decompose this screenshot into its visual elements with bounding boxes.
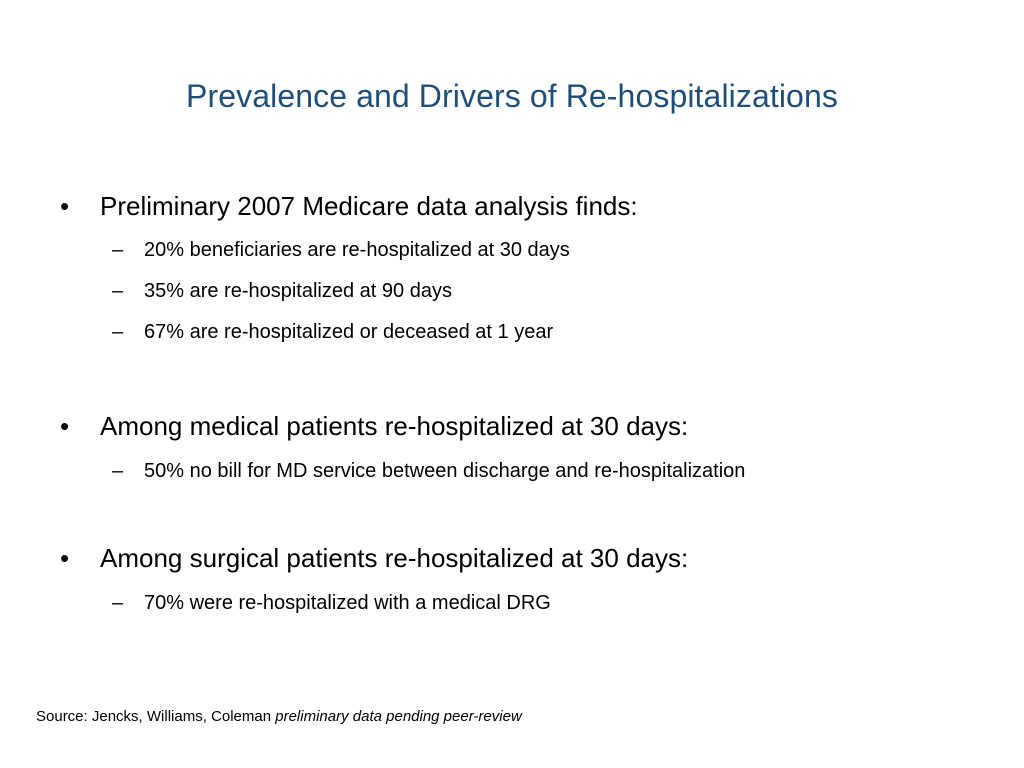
- dash-icon: –: [112, 239, 124, 261]
- dash-icon: –: [112, 592, 124, 614]
- sub-item-text: 50% no bill for MD service between disch…: [144, 460, 746, 482]
- bullet-text: Among surgical patients re-hospitalized …: [100, 543, 689, 573]
- dash-icon: –: [112, 280, 124, 302]
- bullet-icon: •: [60, 191, 70, 221]
- sub-item-text: 35% are re-hospitalized at 90 days: [144, 280, 452, 302]
- dash-icon: –: [112, 460, 124, 482]
- slide-title: Prevalence and Drivers of Re-hospitaliza…: [186, 78, 838, 114]
- source-prefix: Source: Jencks, Williams, Coleman: [36, 708, 276, 725]
- source-citation: Source: Jencks, Williams, Coleman prelim…: [36, 706, 522, 728]
- dash-icon: –: [112, 321, 124, 343]
- bullet-text: Among medical patients re-hospitalized a…: [100, 411, 689, 441]
- source-note: preliminary data pending peer-review: [275, 708, 522, 725]
- sub-item-text: 67% are re-hospitalized or deceased at 1…: [144, 321, 554, 343]
- bullet-icon: •: [60, 411, 70, 441]
- bullet-icon: •: [60, 543, 70, 573]
- sub-item-text: 20% beneficiaries are re-hospitalized at…: [144, 239, 570, 261]
- bullet-text: Preliminary 2007 Medicare data analysis …: [100, 191, 638, 221]
- sub-item-text: 70% were re-hospitalized with a medical …: [144, 592, 551, 614]
